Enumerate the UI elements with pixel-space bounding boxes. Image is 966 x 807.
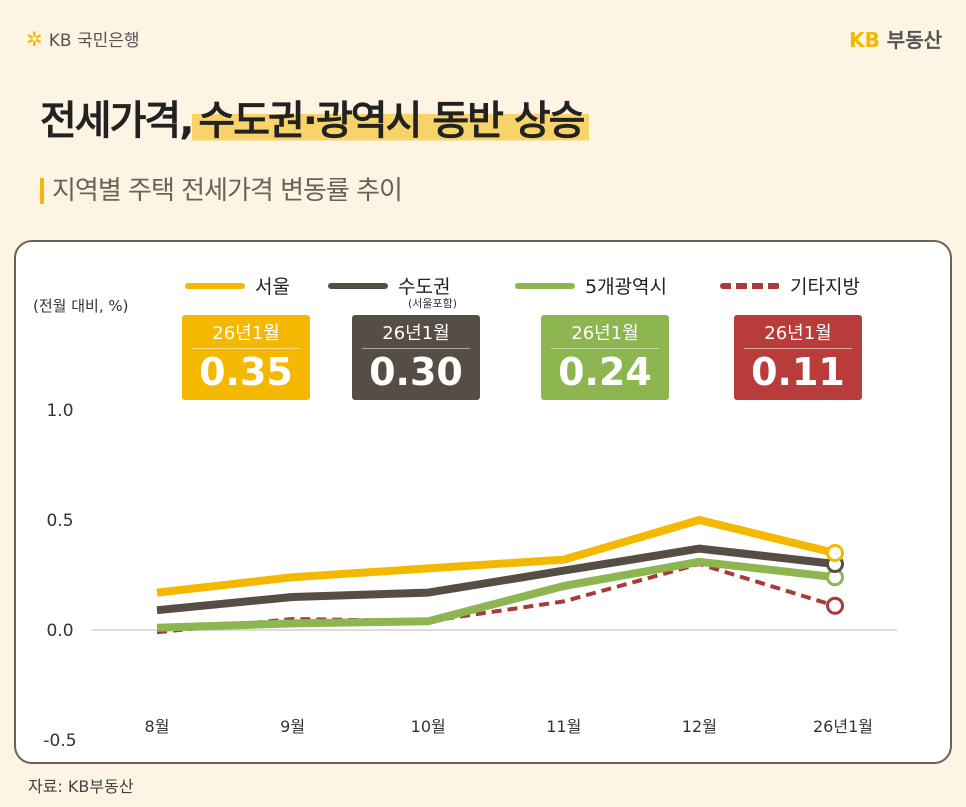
legend-seoul: 서울 <box>185 272 290 299</box>
badge-capital: 26년1월 0.30 <box>352 315 480 400</box>
badge-value: 0.35 <box>199 350 293 394</box>
end-point-marker <box>826 596 844 615</box>
legend-line <box>515 282 575 289</box>
title-highlight: 수도권·광역시 동반 상승 <box>192 98 590 144</box>
series-line <box>156 557 836 632</box>
badge-month: 26년1월 <box>362 319 470 349</box>
y-axis-label: (전월 대비, %) <box>33 297 129 315</box>
legend-label: 수도권 <box>398 276 451 298</box>
title-part1: 전세가격, <box>40 98 194 144</box>
kb-star-icon: ✲ <box>26 26 43 51</box>
x-tick-label: 11월 <box>546 717 581 736</box>
brand-name: 부동산 <box>886 28 942 52</box>
legend-label: 5개광역시 <box>585 276 668 298</box>
brand-prefix: KB <box>849 28 880 52</box>
legend-other: 기타지방 <box>720 272 860 299</box>
legend-line <box>328 282 388 289</box>
bank-name: KB 국민은행 <box>48 31 140 51</box>
x-tick-label: 8월 <box>145 717 170 736</box>
badge-value: 0.11 <box>751 350 845 394</box>
badge-metro: 26년1월 0.24 <box>541 315 669 400</box>
x-tick-label: 10월 <box>411 717 446 736</box>
y-tick-label: 1.0 <box>46 401 73 421</box>
x-tick-label: 12월 <box>682 717 717 736</box>
y-tick-label: 0.0 <box>46 621 73 641</box>
x-tick-label: 9월 <box>280 717 305 736</box>
legend-metro: 5개광역시 <box>515 272 667 299</box>
legend-label: 기타지방 <box>790 276 860 298</box>
series-line <box>156 544 836 615</box>
legend-capital: 수도권 <box>328 272 450 299</box>
kb-realestate-logo: KB 부동산 <box>849 24 942 53</box>
badge-month: 26년1월 <box>192 319 300 349</box>
y-tick-label: 0.5 <box>46 511 73 531</box>
legend-label: 서울 <box>255 276 290 298</box>
page-title: 전세가격, 수도권·광역시 동반 상승 <box>40 88 590 146</box>
kb-bank-logo: ✲ KB 국민은행 <box>26 26 140 52</box>
y-tick-label: -0.5 <box>43 731 76 751</box>
badge-other: 26년1월 0.11 <box>734 315 862 400</box>
badge-month: 26년1월 <box>551 319 659 349</box>
badge-value: 0.30 <box>369 350 463 394</box>
badge-value: 0.24 <box>558 350 652 394</box>
legend-line <box>720 282 780 289</box>
series-line <box>156 516 836 597</box>
end-point-marker <box>826 544 844 562</box>
x-tick-label: 26년1월 <box>813 717 873 736</box>
chart-subtitle: 지역별 주택 전세가격 변동률 추이 <box>40 178 403 204</box>
badge-seoul: 26년1월 0.35 <box>182 315 310 400</box>
source-note: 자료: KB부동산 <box>28 777 134 796</box>
badge-month: 26년1월 <box>744 319 852 349</box>
legend-note: (서울포함) <box>408 297 458 310</box>
legend-line <box>185 282 245 289</box>
